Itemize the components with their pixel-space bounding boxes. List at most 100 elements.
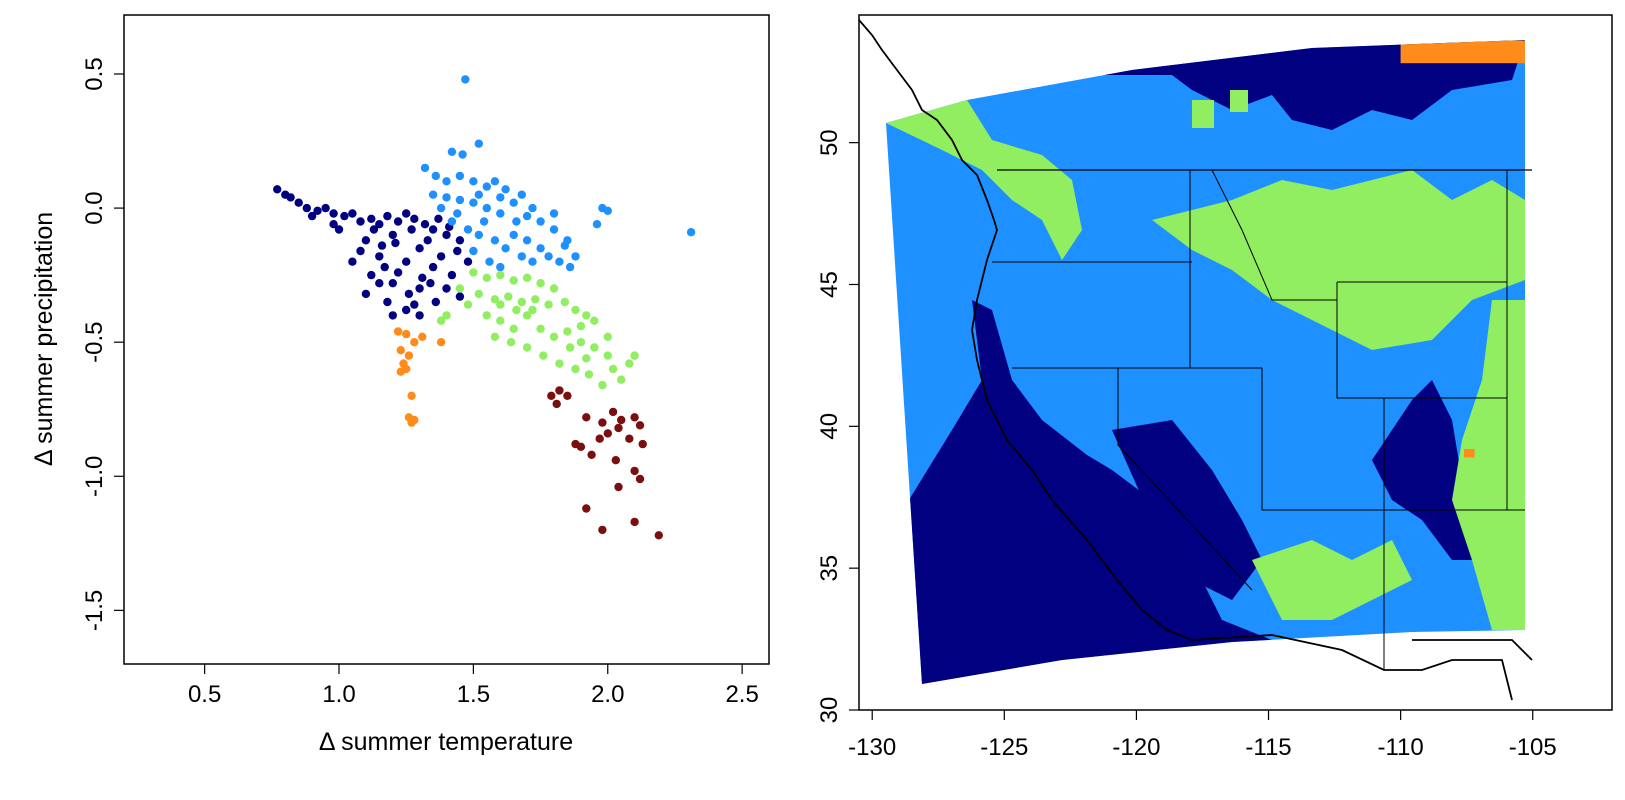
scatter-point (369, 225, 379, 234)
scatter-point (517, 190, 526, 199)
scatter-plot-frame (123, 14, 770, 665)
cluster-region-green-ne-patch-2 (1230, 90, 1248, 112)
scatter-point (415, 284, 424, 293)
scatter-point (590, 316, 599, 325)
scatter-point (474, 139, 483, 148)
scatter-point (455, 284, 465, 293)
scatter-point (560, 297, 569, 307)
scatter-point (614, 423, 623, 433)
x-tick-label: 2.5 (725, 681, 758, 708)
scatter-point (617, 415, 626, 425)
scatter-point (469, 198, 478, 207)
scatter-point (396, 346, 405, 355)
scatter-point (522, 343, 532, 352)
scatter-point (407, 391, 416, 400)
scatter-point (555, 359, 564, 368)
scatter-point (302, 203, 311, 213)
scatter-point (496, 193, 505, 202)
scatter-point (522, 236, 532, 245)
scatter-point (496, 262, 505, 272)
scatter-point (536, 279, 545, 288)
scatter-point (313, 206, 322, 215)
scatter-point (611, 456, 620, 465)
map-y-tick-label: 40 (816, 413, 843, 440)
scatter-point (576, 338, 586, 347)
scatter-point (536, 244, 545, 253)
scatter-point (536, 324, 545, 333)
scatter-x-axis-title: Δ summer temperature (319, 728, 573, 756)
scatter-point (393, 268, 403, 277)
scatter-point (544, 300, 553, 309)
cluster-region-dark-red-east (1559, 327, 1572, 503)
scatter-point (598, 380, 607, 390)
scatter-point (509, 198, 518, 207)
scatter-point (552, 399, 561, 409)
scatter-point (584, 370, 594, 379)
scatter-point (356, 246, 365, 256)
scatter-point (522, 273, 532, 282)
scatter-point (635, 421, 645, 430)
cluster-region-orange-small (1464, 449, 1475, 458)
scatter-point (630, 517, 639, 527)
scatter-point (455, 195, 465, 205)
scatter-point (555, 257, 564, 266)
scatter-point (447, 270, 457, 280)
scatter-point (512, 305, 521, 315)
scatter-point (576, 321, 586, 331)
scatter-point (512, 217, 521, 226)
scatter-point (625, 359, 634, 368)
scatter-point (582, 504, 591, 513)
scatter-point (455, 236, 465, 245)
scatter-point (496, 209, 505, 218)
scatter-point (501, 185, 510, 194)
scatter-point (377, 241, 387, 250)
scatter-point (469, 268, 478, 277)
scatter-point (565, 262, 575, 272)
scatter-point (509, 324, 518, 333)
scatter-point (547, 391, 556, 400)
scatter-point (388, 230, 397, 240)
scatter-point (539, 351, 548, 360)
mexico-border (1191, 634, 1533, 701)
scatter-point (420, 163, 430, 173)
y-tick-label: 0.0 (81, 191, 108, 224)
scatter-point (453, 246, 462, 256)
scatter-point (582, 311, 591, 320)
scatter-point (442, 311, 451, 320)
cluster-map: -130 -125 -120 -115 -110 -105 30 35 40 45 50 (816, 14, 1613, 761)
scatter-point (603, 206, 612, 215)
scatter-point (383, 297, 392, 307)
coastline (859, 19, 1193, 641)
scatter-point (375, 220, 384, 229)
scatter-point (630, 413, 639, 422)
scatter-point (375, 279, 384, 288)
scatter-point (474, 230, 483, 240)
scatter-point (388, 311, 397, 320)
scatter-point (410, 338, 419, 347)
scatter-point (595, 434, 604, 443)
scatter-point (625, 434, 634, 443)
scatter-point (474, 190, 483, 199)
scatter-point (402, 257, 411, 266)
scatter-point (490, 236, 500, 245)
scatter-point (321, 203, 330, 213)
map-x-tick-label: -125 (980, 734, 1028, 761)
scatter-point (463, 300, 473, 309)
scatter-point (455, 171, 465, 181)
scatter-x-axis: 0.5 1.0 1.5 2.0 2.5 (188, 664, 759, 708)
scatter-point (455, 292, 465, 301)
cluster-region-orange-north (1400, 40, 1525, 64)
scatter-point (590, 343, 599, 352)
map-x-tick-label: -120 (1112, 734, 1160, 761)
scatter-point (329, 209, 338, 218)
scatter-point (461, 75, 470, 84)
scatter-point (428, 262, 438, 272)
x-tick-label: 1.5 (457, 681, 490, 708)
scatter-point (431, 297, 440, 307)
scatter-point (482, 311, 491, 320)
scatter-point (436, 316, 446, 325)
scatter-point (482, 273, 491, 282)
scatter-point (490, 177, 500, 186)
scatter-point (614, 482, 623, 492)
scatter-point (496, 316, 505, 325)
